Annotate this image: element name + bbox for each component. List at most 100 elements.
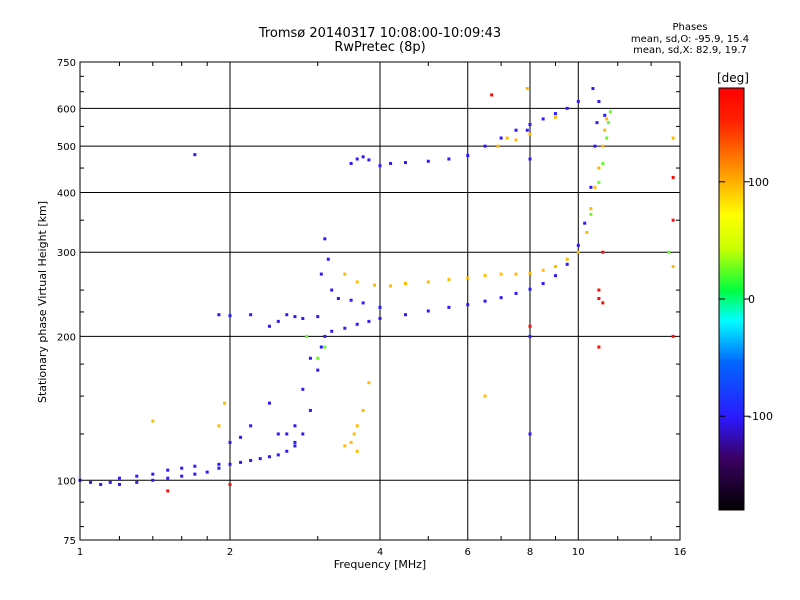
scatter-point — [603, 128, 607, 132]
scatter-point — [249, 458, 253, 462]
scatter-point — [193, 464, 197, 468]
colorbar-ticks: 100 0 -100 — [719, 176, 773, 423]
scatter-point — [151, 472, 155, 476]
scatter-point — [355, 449, 359, 453]
scatter-point — [89, 480, 93, 484]
scatter-point — [597, 345, 601, 349]
y-tick-label: 300 — [57, 248, 76, 259]
scatter-point — [589, 212, 593, 216]
scatter-point — [239, 460, 243, 464]
scatter-point — [301, 432, 305, 436]
scatter-point — [499, 296, 503, 300]
scatter-point — [528, 271, 532, 275]
scatter-point — [426, 159, 430, 163]
y-tick-label: 400 — [57, 188, 76, 199]
scatter-point — [367, 381, 371, 385]
scatter-point — [576, 250, 580, 254]
scatter-point — [217, 462, 221, 466]
data-points — [78, 87, 675, 493]
chart-subtitle: RwPretec (8p) — [334, 40, 426, 55]
scatter-point — [373, 283, 377, 287]
colorbar-label: [deg] — [717, 71, 749, 85]
scatter-point — [483, 144, 487, 148]
scatter-point — [671, 265, 675, 269]
scatter-point — [389, 161, 393, 165]
scatter-point — [228, 440, 232, 444]
scatter-point — [361, 301, 365, 305]
scatter-point — [541, 117, 545, 121]
scatter-point — [541, 282, 545, 286]
scatter-point — [553, 112, 557, 116]
chart-title: Tromsø 20140317 10:08:00-10:09:43 — [258, 26, 502, 41]
scatter-point — [361, 408, 365, 412]
scatter-point — [576, 100, 580, 104]
tick-marks — [80, 62, 680, 540]
scatter-point — [316, 315, 320, 319]
scatter-point — [319, 272, 323, 276]
scatter-point — [447, 305, 451, 309]
colorbar-tick-label: 0 — [748, 293, 755, 306]
scatter-point — [308, 408, 312, 412]
y-tick-label: 200 — [57, 332, 76, 343]
x-tick-label: 8 — [527, 547, 533, 558]
scatter-point — [671, 218, 675, 222]
scatter-point — [667, 250, 671, 254]
scatter-point — [285, 449, 289, 453]
scatter-point — [593, 185, 597, 189]
scatter-point — [349, 298, 353, 302]
scatter-point — [514, 291, 518, 295]
scatter-point — [597, 100, 601, 104]
scatter-point — [466, 276, 470, 280]
scatter-point — [565, 106, 569, 110]
scatter-point — [316, 368, 320, 372]
scatter-point — [466, 154, 470, 158]
scatter-point — [151, 478, 155, 482]
scatter-point — [228, 482, 232, 486]
scatter-point — [525, 128, 529, 132]
scatter-point — [583, 221, 587, 225]
scatter-point — [483, 274, 487, 278]
scatter-point — [525, 87, 529, 91]
y-tick-label: 600 — [57, 104, 76, 115]
scatter-point — [323, 334, 327, 338]
scatter-point — [135, 480, 139, 484]
scatter-point — [601, 250, 605, 254]
scatter-point — [228, 314, 232, 318]
scatter-point — [305, 334, 309, 338]
scatter-point — [585, 230, 589, 234]
scatter-point — [343, 326, 347, 330]
scatter-point — [135, 474, 139, 478]
scatter-point — [217, 313, 221, 317]
scatter-point — [293, 444, 297, 448]
scatter-point — [336, 297, 340, 301]
scatter-point — [349, 161, 353, 165]
scatter-point — [293, 424, 297, 428]
scatter-point — [352, 432, 356, 436]
scatter-point — [601, 301, 605, 305]
colorbar-tick-label: -100 — [748, 410, 773, 423]
scatter-point — [499, 272, 503, 276]
y-tick-label: 100 — [57, 476, 76, 487]
scatter-point — [249, 424, 253, 428]
x-tick-label: 10 — [572, 547, 585, 558]
scatter-point — [166, 489, 170, 493]
scatter-point — [447, 157, 451, 161]
scatter-point — [499, 136, 503, 140]
scatter-point — [276, 453, 280, 457]
x-axis-label: Frequency [MHz] — [334, 558, 426, 571]
scatter-point — [285, 432, 289, 436]
scatter-point — [378, 164, 382, 168]
scatter-point — [258, 457, 262, 461]
scatter-point — [293, 440, 297, 444]
scatter-point — [99, 482, 103, 486]
scatter-point — [323, 237, 327, 241]
scatter-point — [323, 345, 327, 349]
scatter-point — [595, 121, 599, 125]
scatter-point — [367, 158, 371, 162]
scatter-point — [597, 166, 601, 170]
stats-heading: Phases — [672, 22, 708, 33]
scatter-point — [361, 155, 365, 159]
scatter-point — [565, 257, 569, 261]
scatter-point — [180, 466, 184, 470]
